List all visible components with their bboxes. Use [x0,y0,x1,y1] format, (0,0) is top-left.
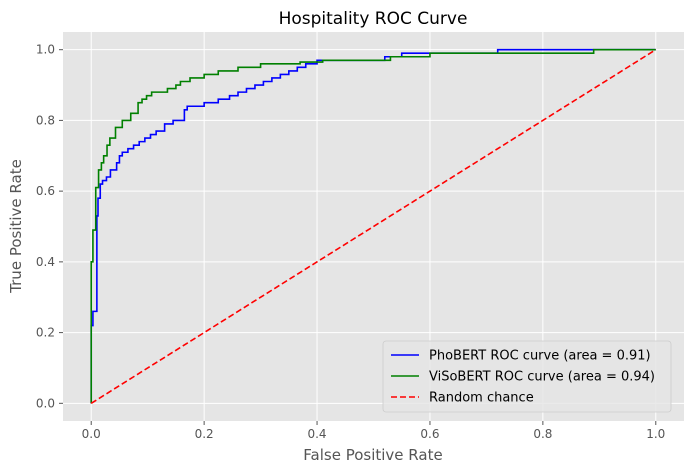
chart-title: Hospitality ROC Curve [279,9,468,29]
x-tick-label: 0.0 [82,427,101,441]
y-tick-label: 1.0 [36,43,55,57]
legend: PhoBERT ROC curve (area = 0.91) ViSoBERT … [382,340,672,413]
legend-label: Random chance [429,391,534,406]
y-axis-label: True Positive Rate [7,159,25,294]
legend-entry-phobert: PhoBERT ROC curve (area = 0.91) [391,349,651,364]
legend-box [382,340,672,413]
y-tick-label: 0.6 [36,184,55,198]
y-axis-ticks: 0.0 0.2 0.4 0.6 0.8 1.0 [36,43,63,410]
x-tick-label: 0.8 [533,427,552,441]
legend-label: ViSoBERT ROC curve (area = 0.94) [429,370,655,385]
x-tick-label: 0.6 [420,427,439,441]
phobert-roc-line [90,48,656,404]
x-tick-label: 0.4 [307,427,326,441]
x-tick-label: 1.0 [646,427,665,441]
x-axis-label: False Positive Rate [303,446,442,464]
x-tick-label: 0.2 [195,427,214,441]
y-tick-label: 0.4 [36,255,55,269]
grid [63,32,684,421]
y-tick-label: 0.2 [36,326,55,340]
series-lines [90,48,657,404]
legend-entry-random: Random chance [391,391,534,406]
x-axis-ticks: 0.0 0.2 0.4 0.6 0.8 1.0 [82,421,665,441]
visobert-roc-line [90,48,656,404]
legend-entry-visobert: ViSoBERT ROC curve (area = 0.94) [391,370,655,385]
y-tick-label: 0.8 [36,113,55,127]
y-tick-label: 0.0 [36,396,55,410]
random-chance-line [90,49,657,404]
legend-label: PhoBERT ROC curve (area = 0.91) [429,349,651,364]
